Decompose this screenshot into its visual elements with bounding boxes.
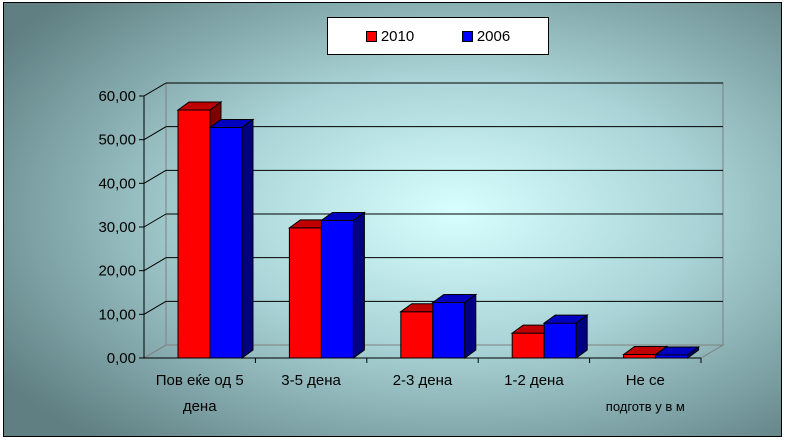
plot-area: 0,00 10,00 20,00 30,00 40,00 50,00 60,00 Пов еќ… bbox=[98, 82, 725, 415]
x-tick-label: подготв у в м bbox=[606, 399, 685, 414]
gridline-diagonal bbox=[143, 82, 167, 97]
bar-front-2010 bbox=[623, 354, 657, 359]
legend: 2010 2006 bbox=[327, 17, 549, 55]
bar-front-2010 bbox=[177, 109, 211, 359]
bar-front-2006 bbox=[543, 322, 577, 359]
bar-side-2006 bbox=[575, 314, 588, 359]
bar-front-2010 bbox=[511, 332, 545, 359]
bar-side-2006 bbox=[352, 211, 365, 359]
bar-side-2006 bbox=[241, 118, 254, 359]
gridline-diagonal bbox=[143, 213, 167, 228]
gridline-diagonal bbox=[143, 300, 167, 315]
legend-label-2006: 2006 bbox=[476, 27, 511, 45]
bar-front-2010 bbox=[400, 311, 434, 359]
x-tick-label: 3-5 дена bbox=[281, 372, 341, 389]
legend-label-2010: 2010 bbox=[380, 27, 415, 45]
y-tick-label: 0,00 bbox=[107, 350, 136, 367]
x-tick-label: дена bbox=[183, 398, 217, 415]
gridline-diagonal bbox=[143, 169, 167, 184]
bar-front-2006 bbox=[320, 219, 354, 359]
x-tick-label: 2-3 дена bbox=[393, 372, 453, 389]
y-tick-label: 20,00 bbox=[98, 263, 136, 280]
bar-front-2006 bbox=[209, 126, 243, 359]
legend-item-2006: 2006 bbox=[461, 27, 511, 45]
x-tick-label: Пов еќе од 5 bbox=[156, 372, 244, 389]
legend-item-2010: 2010 bbox=[365, 27, 415, 45]
bar-chart: 0,00 10,00 20,00 30,00 40,00 50,00 60,00 Пов еќ… bbox=[4, 3, 781, 436]
x-tick-label: Не се bbox=[626, 372, 665, 389]
y-tick-label: 10,00 bbox=[98, 306, 136, 323]
bar-front-2010 bbox=[288, 227, 322, 359]
legend-swatch-2006 bbox=[461, 30, 473, 42]
chart-background bbox=[4, 3, 781, 436]
y-tick-label: 50,00 bbox=[98, 132, 136, 149]
y-tick-label: 60,00 bbox=[98, 88, 136, 105]
legend-swatch-2010 bbox=[365, 30, 377, 42]
bar-side-2006 bbox=[687, 345, 700, 359]
chart-frame: 0,00 10,00 20,00 30,00 40,00 50,00 60,00 Пов еќ… bbox=[3, 2, 782, 437]
y-tick-label: 40,00 bbox=[98, 175, 136, 192]
bar-front-2006 bbox=[432, 302, 466, 359]
gridline-diagonal bbox=[143, 126, 167, 141]
gridline-diagonal bbox=[143, 257, 167, 272]
x-tick-label: 1-2 дена bbox=[504, 372, 564, 389]
bar-side-2006 bbox=[464, 293, 477, 359]
y-tick-label: 30,00 bbox=[98, 219, 136, 236]
